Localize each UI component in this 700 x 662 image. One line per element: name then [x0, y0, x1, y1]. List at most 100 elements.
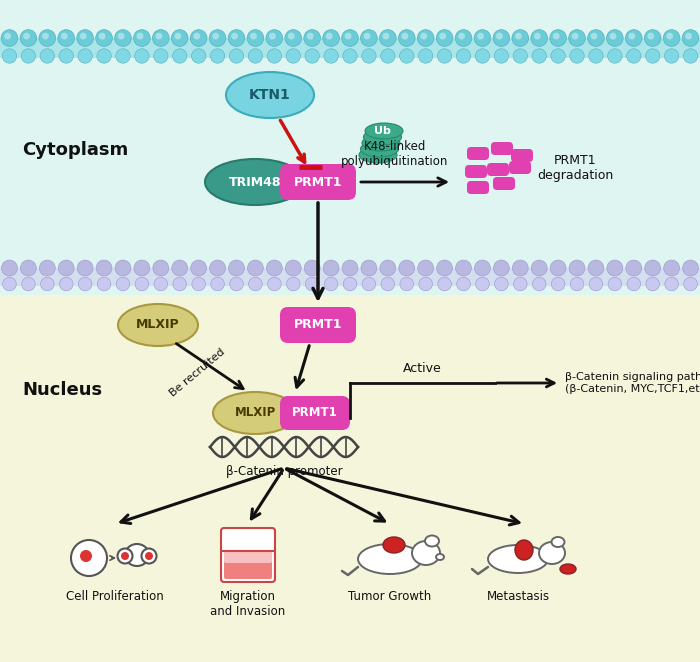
- Text: Migration
and Invasion: Migration and Invasion: [211, 590, 286, 618]
- Circle shape: [570, 49, 584, 63]
- FancyBboxPatch shape: [493, 177, 515, 190]
- Circle shape: [475, 49, 489, 63]
- Circle shape: [512, 260, 528, 276]
- Circle shape: [682, 260, 699, 276]
- Circle shape: [665, 277, 678, 291]
- Circle shape: [21, 49, 36, 63]
- FancyBboxPatch shape: [491, 142, 513, 155]
- Circle shape: [551, 49, 566, 63]
- Circle shape: [456, 277, 470, 291]
- Circle shape: [550, 30, 566, 46]
- Text: Tumor Growth: Tumor Growth: [349, 590, 432, 603]
- FancyBboxPatch shape: [224, 551, 272, 563]
- Circle shape: [627, 277, 640, 291]
- Circle shape: [288, 32, 295, 40]
- Circle shape: [209, 260, 225, 276]
- Circle shape: [682, 30, 699, 46]
- Circle shape: [438, 49, 452, 63]
- Circle shape: [455, 30, 472, 46]
- Circle shape: [608, 49, 622, 63]
- Circle shape: [363, 32, 370, 40]
- Circle shape: [286, 277, 300, 291]
- Ellipse shape: [118, 304, 198, 346]
- Circle shape: [267, 277, 281, 291]
- Circle shape: [172, 30, 188, 46]
- Text: PRMT1: PRMT1: [292, 406, 338, 420]
- Circle shape: [588, 260, 604, 276]
- Ellipse shape: [213, 392, 297, 434]
- Circle shape: [646, 277, 659, 291]
- FancyBboxPatch shape: [280, 164, 356, 200]
- Circle shape: [477, 32, 484, 40]
- Circle shape: [212, 32, 219, 40]
- Circle shape: [173, 277, 186, 291]
- Ellipse shape: [436, 554, 444, 560]
- Circle shape: [266, 30, 283, 46]
- Circle shape: [399, 260, 414, 276]
- Circle shape: [417, 30, 434, 46]
- Circle shape: [3, 277, 16, 291]
- Circle shape: [683, 49, 698, 63]
- Circle shape: [269, 32, 276, 40]
- Text: K48-linked
polyubiquitination: K48-linked polyubiquitination: [342, 140, 449, 168]
- Circle shape: [380, 260, 395, 276]
- Circle shape: [286, 49, 300, 63]
- Circle shape: [568, 30, 585, 46]
- Circle shape: [267, 260, 282, 276]
- Text: Metastasis: Metastasis: [486, 590, 550, 603]
- Circle shape: [248, 277, 262, 291]
- FancyBboxPatch shape: [224, 555, 272, 579]
- Text: TRIM48: TRIM48: [229, 175, 281, 189]
- Circle shape: [343, 49, 357, 63]
- Circle shape: [402, 32, 408, 40]
- Circle shape: [550, 260, 566, 276]
- Circle shape: [379, 30, 396, 46]
- Circle shape: [324, 277, 338, 291]
- Circle shape: [135, 277, 148, 291]
- Circle shape: [475, 277, 489, 291]
- Circle shape: [381, 277, 395, 291]
- Circle shape: [419, 49, 433, 63]
- Circle shape: [645, 260, 661, 276]
- Circle shape: [664, 49, 679, 63]
- Circle shape: [116, 49, 130, 63]
- Circle shape: [589, 49, 603, 63]
- Text: Active: Active: [403, 362, 442, 375]
- Circle shape: [531, 30, 547, 46]
- Circle shape: [532, 49, 547, 63]
- Circle shape: [172, 260, 188, 276]
- Circle shape: [97, 277, 111, 291]
- Text: Nucleus: Nucleus: [22, 381, 102, 399]
- Circle shape: [22, 277, 35, 291]
- Circle shape: [58, 30, 74, 46]
- Circle shape: [570, 277, 584, 291]
- Ellipse shape: [363, 129, 402, 145]
- Ellipse shape: [552, 537, 564, 547]
- Circle shape: [493, 30, 510, 46]
- Circle shape: [304, 260, 320, 276]
- Circle shape: [60, 277, 73, 291]
- Bar: [0, 38, 700, 58]
- Circle shape: [666, 32, 673, 40]
- Circle shape: [23, 32, 30, 40]
- Circle shape: [230, 277, 244, 291]
- Circle shape: [134, 49, 149, 63]
- Bar: [0, 295, 700, 662]
- Circle shape: [193, 32, 200, 40]
- Ellipse shape: [515, 540, 533, 560]
- Circle shape: [248, 49, 262, 63]
- Circle shape: [362, 49, 376, 63]
- Circle shape: [211, 49, 225, 63]
- Circle shape: [134, 30, 150, 46]
- Circle shape: [285, 30, 302, 46]
- Circle shape: [342, 30, 358, 46]
- Circle shape: [419, 277, 433, 291]
- Ellipse shape: [412, 541, 440, 565]
- Circle shape: [589, 277, 603, 291]
- Circle shape: [458, 32, 465, 40]
- Circle shape: [141, 549, 157, 563]
- FancyBboxPatch shape: [467, 181, 489, 194]
- Circle shape: [211, 277, 225, 291]
- Circle shape: [134, 260, 150, 276]
- Circle shape: [250, 32, 257, 40]
